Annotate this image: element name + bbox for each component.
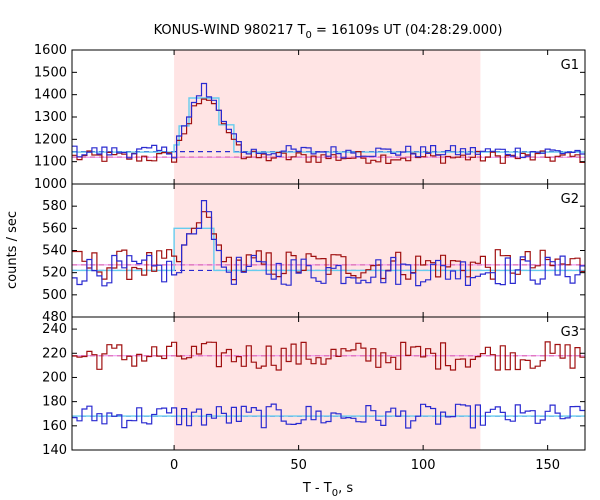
panel-label: G3: [561, 325, 579, 340]
y-tick-label: 1300: [34, 110, 67, 125]
series-red: [72, 341, 585, 371]
y-tick-label: 1500: [34, 65, 67, 80]
x-tick-label: 100: [411, 458, 436, 473]
model-cyan-line: [72, 97, 585, 153]
series-red: [72, 211, 585, 281]
panel-frame: [71, 316, 586, 451]
panels-group: 1000110012001300140015001600G14805005205…: [34, 43, 586, 473]
y-tick-label: 200: [42, 370, 67, 385]
panel-label: G2: [561, 192, 579, 207]
x-axis-label-main: T - T: [302, 481, 332, 496]
chart-title-rest: = 16109s UT (04:28:29.000): [312, 23, 502, 38]
x-tick-label: 0: [170, 458, 178, 473]
series-red: [72, 98, 585, 164]
y-tick-label: 160: [42, 419, 67, 434]
series-blue: [72, 82, 585, 159]
series-blue: [72, 403, 585, 429]
y-tick-label: 220: [42, 346, 67, 361]
shaded-interval: [174, 50, 481, 184]
x-axis-label: T - T0, s: [302, 481, 353, 499]
x-tick-label: 150: [535, 458, 560, 473]
x-axis-label-rest: , s: [338, 481, 353, 496]
y-tick-label: 520: [42, 266, 67, 281]
y-tick-label: 580: [42, 199, 67, 214]
y-tick-label: 140: [42, 443, 67, 458]
plot-area: [72, 82, 585, 164]
y-tick-label: 240: [42, 322, 67, 337]
y-axis-label: counts / sec: [5, 211, 20, 289]
y-tick-label: 1600: [34, 43, 67, 58]
y-tick-label: 540: [42, 244, 67, 259]
y-tick-label: 1100: [34, 155, 67, 170]
plot-area: [72, 200, 585, 287]
plot-area: [72, 341, 585, 429]
x-axis-label-sub: 0: [332, 488, 338, 499]
y-tick-label: 1400: [34, 88, 67, 103]
panel-g1: 1000 1100 1200 1300 1400 1500 1600 G1: [34, 43, 586, 192]
y-tick-label: 180: [42, 395, 67, 410]
chart-title-sub: 0: [306, 30, 312, 41]
y-tick-label: 500: [42, 288, 67, 303]
y-tick-label: 480: [42, 310, 67, 325]
panel-g2: 480 500 520 540 560 580 G2: [42, 183, 586, 325]
y-tick-label: 1000: [34, 177, 67, 192]
series-blue: [72, 200, 585, 287]
chart-title-main: KONUS-WIND 980217 T: [154, 23, 306, 38]
shaded-interval: [174, 317, 481, 450]
y-tick-label: 560: [42, 221, 67, 236]
shaded-interval: [174, 184, 481, 317]
x-tick-label: 50: [290, 458, 307, 473]
chart-title: KONUS-WIND 980217 T0 = 16109s UT (04:28:…: [154, 23, 503, 41]
panel-label: G1: [561, 58, 579, 73]
y-tick-label: 1200: [34, 132, 67, 147]
panel-g3: 140 160 180 200 220 240 G3: [42, 316, 586, 458]
